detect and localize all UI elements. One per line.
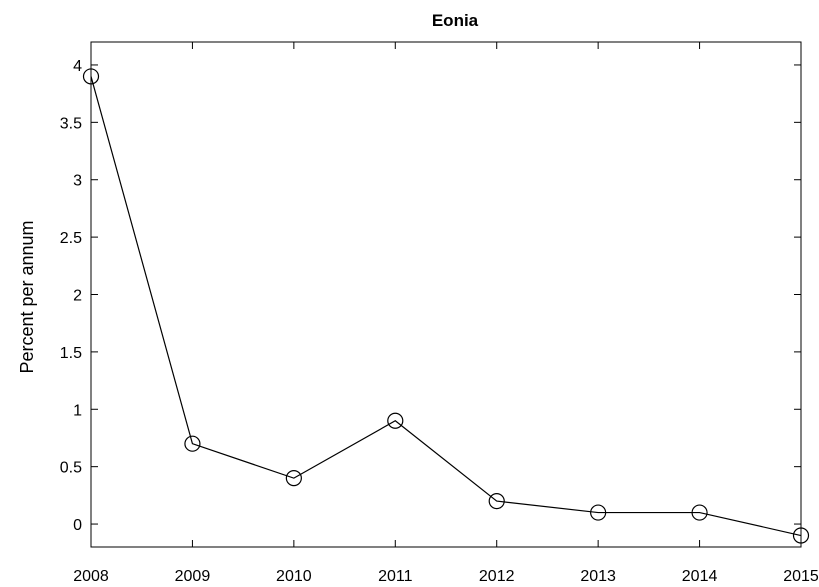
data-point-marker bbox=[691, 504, 708, 521]
data-point-marker bbox=[792, 527, 810, 544]
y-tick-label: 3.5 bbox=[60, 115, 82, 132]
x-tick-label: 2012 bbox=[479, 568, 515, 585]
x-tick-label: 2013 bbox=[580, 568, 616, 585]
x-tick-label: 2010 bbox=[276, 568, 312, 585]
y-tick-label: 0 bbox=[73, 517, 82, 534]
x-tick-label: 2011 bbox=[378, 568, 413, 585]
data-point-marker bbox=[488, 492, 505, 510]
y-tick-label: 2.5 bbox=[60, 230, 82, 247]
y-tick-label: 3 bbox=[73, 173, 82, 190]
x-tick-label: 2014 bbox=[682, 568, 718, 585]
data-point-marker bbox=[82, 68, 100, 85]
data-point-marker bbox=[285, 470, 302, 487]
series-line bbox=[90, 76, 802, 537]
x-axis-ticks: 2008 2009 2010 2011 2012 2013 2014 2015 bbox=[73, 42, 819, 585]
x-tick-label: 2009 bbox=[175, 568, 211, 585]
y-tick-label: 1 bbox=[73, 402, 82, 419]
y-tick-label: 0.5 bbox=[60, 460, 82, 477]
x-tick-label: 2008 bbox=[73, 568, 109, 585]
y-axis-label: Percent per annum bbox=[17, 220, 37, 373]
data-point-marker bbox=[184, 435, 201, 452]
series-layer bbox=[82, 68, 810, 544]
data-point-marker bbox=[387, 412, 404, 429]
y-tick-label: 4 bbox=[73, 58, 82, 75]
chart-title: Eonia bbox=[432, 11, 479, 30]
y-tick-label: 2 bbox=[73, 288, 82, 305]
data-point-marker bbox=[590, 504, 607, 521]
y-tick-label: 1.5 bbox=[60, 345, 82, 362]
y-axis-ticks: 0 0.5 1 1.5 2 2.5 3 3.5 4 bbox=[60, 58, 801, 534]
x-tick-label: 2015 bbox=[783, 568, 819, 585]
